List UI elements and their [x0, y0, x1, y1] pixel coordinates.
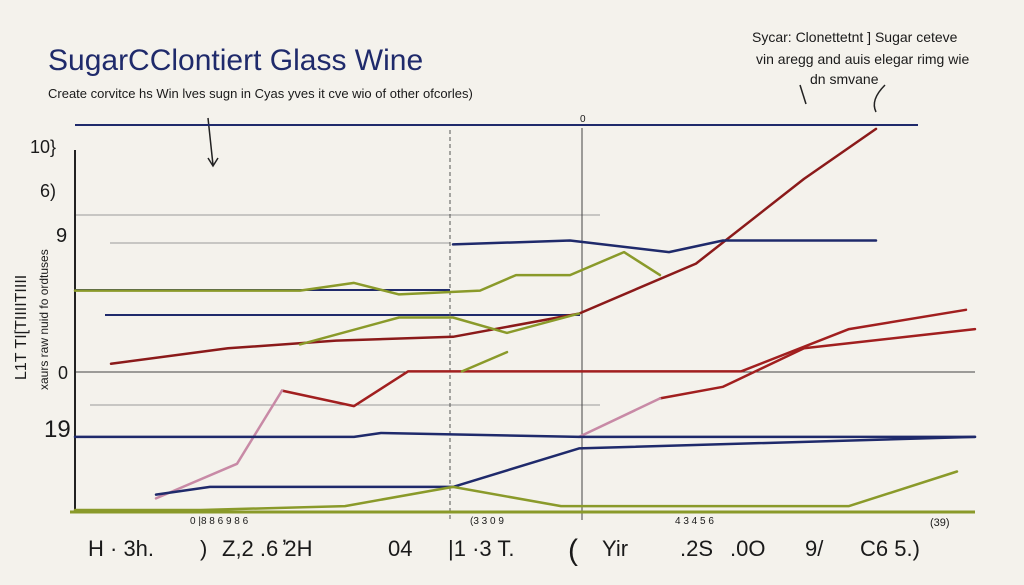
series-line [109, 127, 878, 365]
series-line [73, 470, 959, 512]
x-axis-text: 9/ [805, 536, 824, 561]
series-line [460, 350, 509, 373]
x-axis-small-text: 0 |8 8 6 9 8 6 [190, 516, 249, 527]
x-axis-text: .0O [730, 536, 765, 561]
annotation: vin aregg and auis elegar rimg wie [756, 51, 969, 67]
x-axis-small-text: (3 3 0 9 [470, 516, 504, 527]
chart-subtitle: Create corvitce hs Win lves sugn in Cyas… [48, 86, 473, 101]
annotation: dn smvane [810, 71, 879, 87]
y-axis-text: 10} [30, 137, 56, 157]
x-axis-text: 04 [388, 536, 412, 561]
x-axis-text: |1 ·3 T. [448, 536, 514, 561]
series-line [658, 327, 977, 400]
series-line [298, 312, 581, 346]
y-axis-text: 9 [56, 225, 67, 247]
arrow [799, 84, 807, 105]
top-marker: 0 [580, 114, 586, 125]
series-line [154, 389, 284, 500]
series-line [280, 308, 968, 408]
chart-title: SugarCClontiert Glass Wine [48, 44, 423, 77]
series-line [73, 250, 662, 296]
y-axis-text: 6) [40, 181, 56, 201]
x-axis-text: ) [200, 536, 207, 561]
plot [73, 127, 977, 512]
x-axis-text: H · 3h. [88, 536, 154, 561]
y-axis-label: xaurs raw nuid fo ordtuses [37, 249, 51, 390]
x-axis-text: ( [568, 534, 578, 567]
x-axis-text: .2S [680, 536, 713, 561]
x-axis-text: C6 5.) [860, 536, 920, 561]
x-axis-small-text: 4 3 4 5 6 [675, 516, 714, 527]
series-line [451, 239, 878, 254]
series-line [73, 431, 977, 439]
y-axis-text: 0 [58, 363, 68, 383]
series-line [577, 397, 662, 439]
arrow [873, 84, 886, 113]
y-axis-label: L1T TI[TIIIITIIII [13, 275, 30, 380]
annotation: Sycar: Clonettetnt ] Sugar ceteve [752, 29, 958, 45]
x-axis-text: Z,2 .6 ̓2H [222, 536, 312, 561]
x-axis-text: Yir [602, 536, 628, 561]
x-axis-small-text: (39) [930, 517, 950, 529]
y-axis-text: 19 [44, 416, 71, 443]
